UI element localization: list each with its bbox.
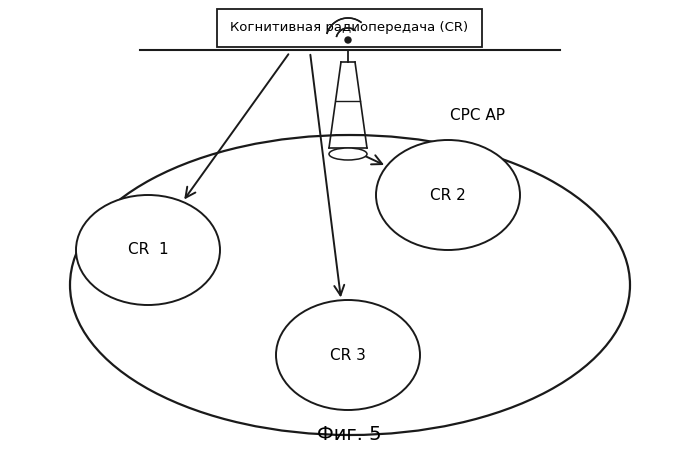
- Text: CR 3: CR 3: [330, 347, 366, 362]
- Ellipse shape: [345, 37, 351, 43]
- Ellipse shape: [329, 148, 367, 160]
- Text: CR  1: CR 1: [128, 243, 168, 257]
- Ellipse shape: [376, 140, 520, 250]
- Ellipse shape: [76, 195, 220, 305]
- Text: CPC AP: CPC AP: [450, 107, 505, 122]
- Text: CR 2: CR 2: [430, 187, 466, 202]
- Text: Когнитивная радиопередача (CR): Когнитивная радиопередача (CR): [230, 21, 468, 34]
- FancyBboxPatch shape: [216, 9, 482, 47]
- Ellipse shape: [276, 300, 420, 410]
- Text: Фиг. 5: Фиг. 5: [317, 425, 381, 445]
